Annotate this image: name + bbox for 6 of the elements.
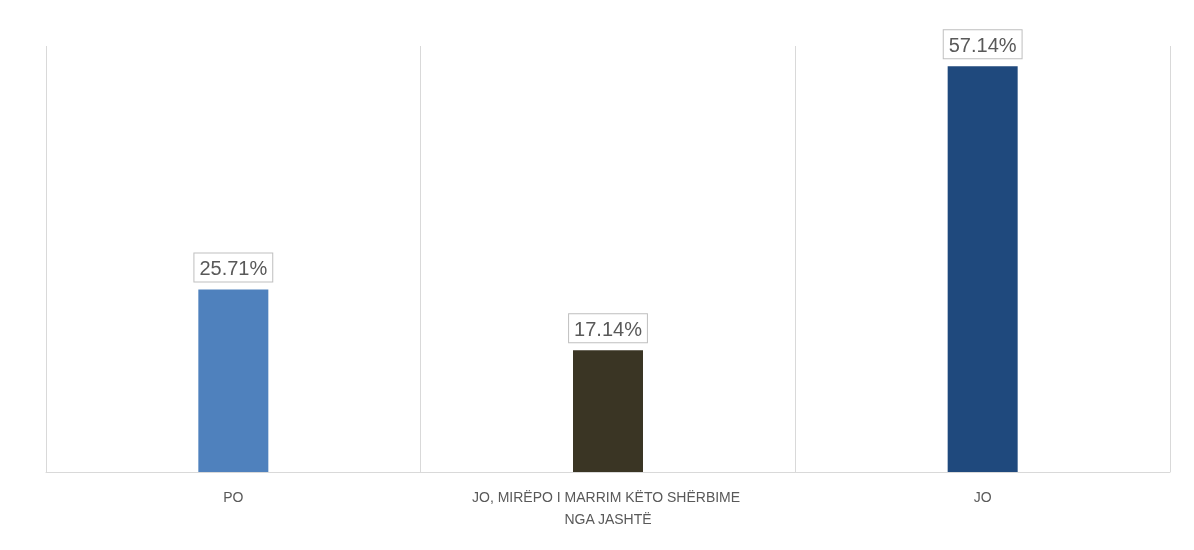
x-tick-label: JO, MIRËPO I MARRIM KËTO SHËRBIME NGA JASHTË xyxy=(472,489,744,527)
x-tick-label: PO xyxy=(223,489,244,505)
data-label: 17.14% xyxy=(574,318,643,341)
data-label: 25.71% xyxy=(199,257,268,280)
x-tick-label: JO xyxy=(973,489,992,505)
data-label: 57.14% xyxy=(948,34,1017,57)
